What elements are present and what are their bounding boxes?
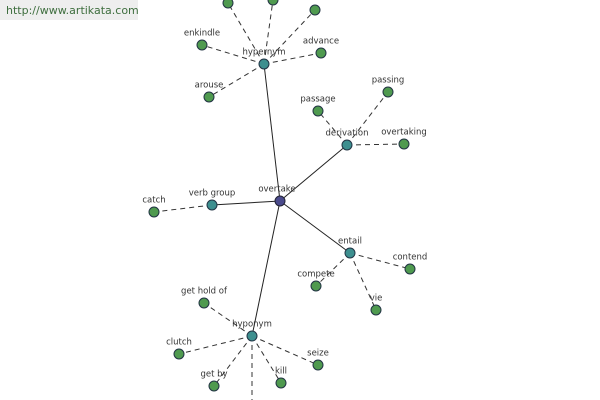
leaf-node: [315, 47, 327, 59]
root-label: overtake: [258, 185, 295, 195]
leaf-label: get by: [200, 370, 227, 380]
edge: [203, 302, 253, 337]
leaf-label: overtaking: [381, 128, 427, 138]
leaf-node: [309, 4, 321, 16]
leaf-label: advance: [303, 37, 339, 47]
leaf-node: [310, 280, 322, 292]
leaf-label: contend: [393, 253, 428, 263]
edge: [251, 335, 319, 366]
leaf-node: [370, 304, 382, 316]
leaf-node: [198, 297, 210, 309]
leaf-label: get hold of: [181, 287, 228, 297]
relation-node: [258, 58, 270, 70]
edge: [346, 143, 405, 146]
edge: [263, 52, 322, 65]
leaf-label: vie: [370, 294, 383, 304]
relation-node: [246, 330, 258, 342]
partial-nodes: [222, 0, 321, 400]
relation-label: hypernym: [242, 48, 285, 58]
leaf-node: [222, 0, 234, 9]
leaf-node: [404, 263, 416, 275]
relation-node: [206, 199, 218, 211]
edge: [251, 200, 281, 337]
leaf-label: kill: [275, 367, 287, 377]
leaf-node: [208, 380, 220, 392]
edge: [227, 2, 265, 65]
edge: [263, 63, 281, 202]
edge: [349, 252, 411, 270]
leaf-label: compete: [297, 270, 334, 280]
relation-node: [341, 139, 353, 151]
leaf-label: enkindle: [184, 29, 220, 39]
leaf-label: seize: [307, 349, 329, 359]
relation-node: [344, 247, 356, 259]
edge: [317, 110, 348, 146]
leaf-node: [203, 91, 215, 103]
watermark: http://www.artikata.com: [0, 0, 139, 20]
leaf-label: passage: [300, 95, 335, 105]
relation-label: derivation: [325, 129, 368, 139]
leaf-node: [312, 105, 324, 117]
edge: [279, 144, 348, 202]
leaf-node: [382, 86, 394, 98]
leaf-node: [196, 39, 208, 51]
leaf-label: clutch: [166, 338, 192, 348]
leaf-node: [275, 377, 287, 389]
edge: [201, 44, 265, 65]
root-node: [274, 195, 286, 207]
leaf-label: arouse: [195, 81, 224, 91]
leaf-label: catch: [142, 196, 165, 206]
leaf-node: [267, 0, 279, 6]
leaf-node: [148, 206, 160, 218]
leaf-node: [312, 359, 324, 371]
edge: [263, 9, 316, 65]
edge: [178, 335, 253, 355]
edge: [213, 335, 253, 387]
edge: [211, 200, 281, 206]
edge: [279, 200, 351, 254]
edge: [315, 252, 351, 287]
edge: [208, 63, 265, 98]
relation-label: entail: [338, 237, 362, 247]
edge: [349, 252, 377, 311]
leaf-label: passing: [372, 76, 405, 86]
edge: [346, 91, 389, 146]
leaf-node: [173, 348, 185, 360]
leaf-node: [398, 138, 410, 150]
edge: [251, 335, 282, 384]
edge: [263, 0, 274, 65]
relation-label: verb group: [189, 189, 236, 199]
edge: [153, 204, 213, 213]
relation-label: hyponym: [232, 320, 272, 330]
